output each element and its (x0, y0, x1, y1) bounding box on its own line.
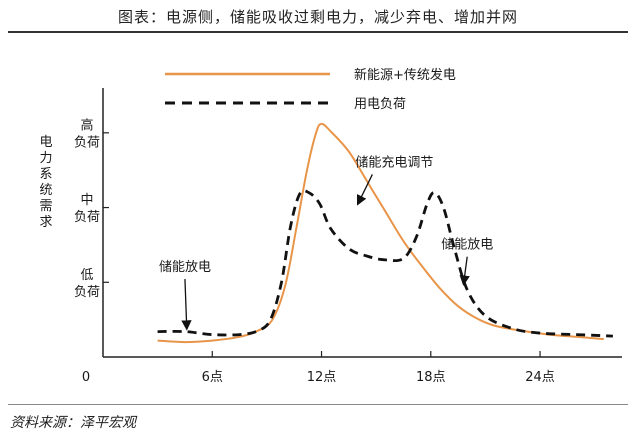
source-rule (8, 404, 628, 405)
y-axis-label-char: 力 (39, 151, 52, 166)
x-tick-label: 18点 (416, 370, 446, 385)
x-tick-label: 12点 (307, 370, 337, 385)
annotation-label: 储能放电 (159, 260, 211, 275)
source-note: 资料来源：泽平宏观 (10, 415, 136, 431)
annotation-arrow (181, 279, 192, 331)
annotation-label: 储能放电 (441, 238, 493, 253)
y-tick-label: 低 (80, 268, 93, 283)
x-ticks: 0 6点 12点 18点 24点 (82, 351, 555, 385)
y-axis-label-char: 需 (39, 199, 52, 214)
legend-label: 新能源+传统发电 (354, 67, 456, 83)
x-tick-label: 6点 (202, 370, 223, 385)
y-axis-label-char: 电 (39, 135, 52, 150)
legend-label: 用电负荷 (354, 97, 406, 112)
y-tick-label: 负荷 (74, 285, 100, 300)
y-tick-label: 中 (80, 193, 93, 208)
y-tick-label: 负荷 (74, 135, 100, 150)
x-tick-label: 0 (82, 370, 90, 385)
annotation-arrow (459, 256, 470, 286)
y-tick-label: 高 (80, 117, 93, 133)
axes (102, 88, 622, 358)
series-lines (157, 122, 613, 344)
annotation-arrow (356, 174, 373, 206)
y-axis-label-char: 统 (39, 183, 52, 198)
y-axis-label-char: 系 (39, 167, 52, 182)
x-tick-label: 24点 (525, 370, 555, 385)
y-tick-label: 负荷 (74, 210, 100, 225)
figure-title: 图表：电源侧，储能吸收过剩电力，减少弃电、增加并网 (117, 8, 518, 26)
series-line-load (157, 189, 613, 338)
title-rule (8, 31, 628, 33)
series-line-generation (157, 122, 604, 344)
annotation-label: 储能充电调节 (355, 154, 433, 170)
y-axis-label-char: 求 (39, 215, 52, 230)
